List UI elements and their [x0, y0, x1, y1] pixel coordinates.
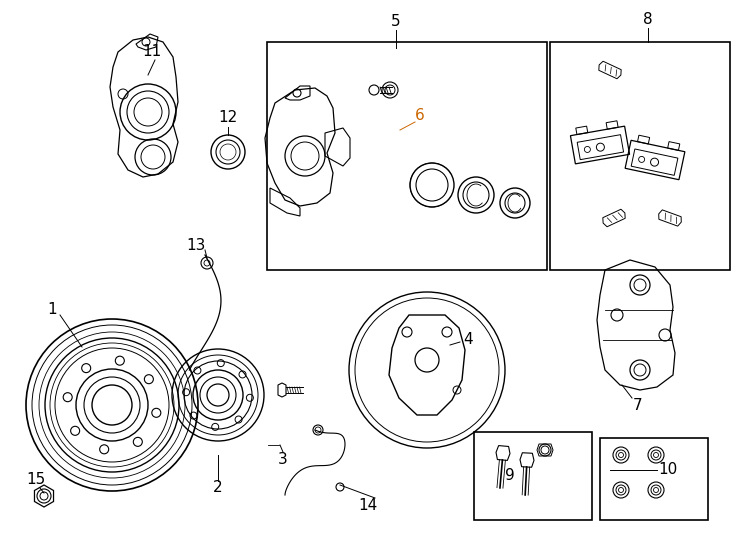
Text: 14: 14: [358, 497, 377, 512]
Text: 10: 10: [658, 462, 677, 477]
Text: 9: 9: [505, 468, 515, 483]
Bar: [474, 432, 592, 520]
Text: 5: 5: [391, 15, 401, 30]
Text: 8: 8: [643, 12, 653, 28]
Bar: [267, 42, 547, 270]
Text: 11: 11: [142, 44, 161, 59]
Text: 3: 3: [278, 453, 288, 468]
Text: 15: 15: [26, 472, 46, 488]
Text: 4: 4: [463, 333, 473, 348]
Text: 2: 2: [213, 481, 223, 496]
Text: 7: 7: [633, 397, 643, 413]
Bar: [550, 42, 730, 270]
Text: 6: 6: [415, 107, 425, 123]
Bar: [600, 438, 708, 520]
Text: 13: 13: [186, 238, 206, 253]
Text: 12: 12: [219, 111, 238, 125]
Text: 1: 1: [47, 302, 57, 318]
